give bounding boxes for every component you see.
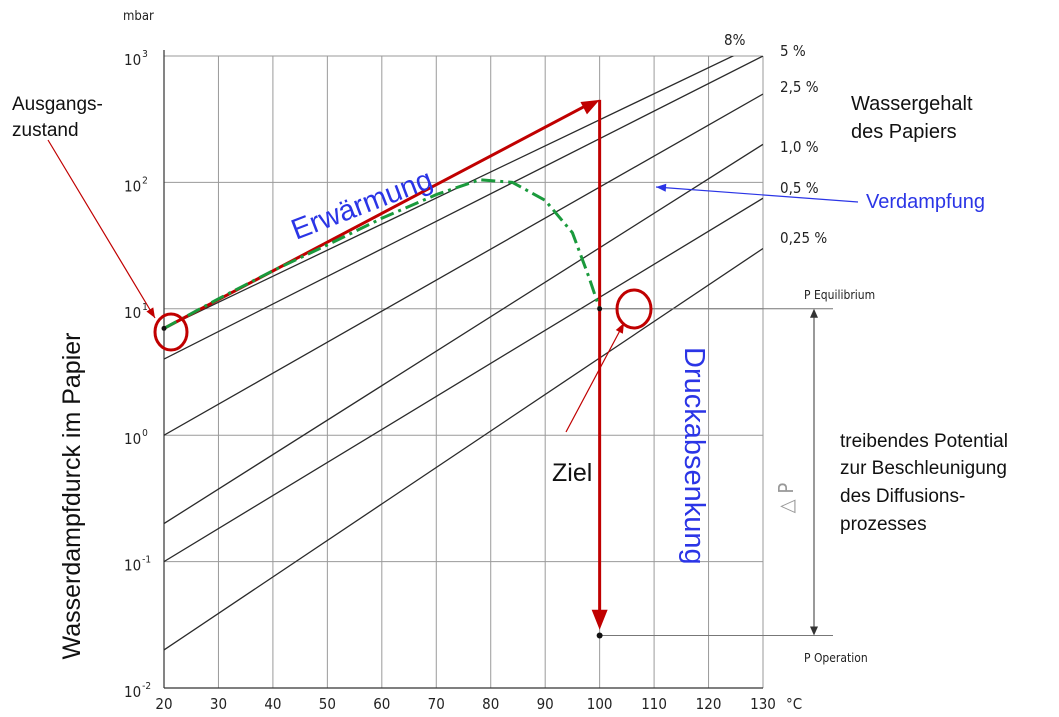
series-line (164, 197, 763, 563)
series-label: 1,0 % (780, 138, 819, 156)
tick-labels: 20 30 40 50 60 70 80 90 100 110 120 130 10-2 10-1 100 1… (124, 49, 776, 713)
series-clip (164, 56, 763, 651)
x-tick-label: 30 (210, 695, 227, 713)
y-tick-label: 102 (124, 175, 148, 195)
x-tick-label: 100 (587, 695, 613, 713)
x-unit-label: °C (786, 695, 802, 713)
x-tick-label: 60 (373, 695, 390, 713)
potential-label-4: prozesses (840, 514, 927, 535)
y-tick-label: 10-1 (124, 555, 151, 575)
series-label: 8% (724, 31, 746, 49)
operation-point (596, 632, 603, 639)
p-equilibrium-label: P Equilibrium (804, 288, 875, 302)
wassergehalt-label-1: Wassergehalt (851, 93, 973, 115)
grid (163, 50, 764, 689)
y-unit-label: mbar (123, 9, 154, 24)
delta-p-label: △ P (774, 483, 798, 514)
potential-label-3: des Diffusions- (840, 486, 965, 507)
heating-arrow (163, 104, 587, 330)
series-line (164, 247, 763, 651)
ausgangszustand-arrow (47, 139, 156, 319)
y-tick-label: 10-2 (124, 681, 151, 701)
target-point (597, 306, 603, 312)
series-line (164, 56, 763, 360)
verdampfung-arrow (655, 186, 859, 203)
x-tick-label: 40 (264, 695, 281, 713)
pressure-drop-arrowhead (591, 609, 608, 630)
delta-p-arrowhead-bottom (810, 626, 818, 636)
heating-arrowhead (580, 99, 600, 115)
y-tick-label: 101 (124, 302, 148, 322)
start-circle (153, 312, 189, 352)
verdampfung-label: Verdampfung (866, 191, 985, 213)
x-tick-label: 70 (428, 695, 445, 713)
ausgangszustand-label-2: zustand (12, 120, 79, 141)
x-tick-label: 90 (537, 695, 554, 713)
series-line (164, 93, 763, 436)
ziel-label: Ziel (552, 459, 592, 487)
potential-label-2: zur Beschleunigung (840, 458, 1007, 479)
series-label: 5 % (780, 42, 806, 60)
x-tick-label: 20 (155, 695, 172, 713)
x-tick-label: 80 (482, 695, 499, 713)
potential-label-1: treibendes Potential (840, 431, 1008, 452)
series-line (164, 143, 763, 525)
verdampfung-arrow-head (656, 183, 667, 192)
delta-p-arrowhead-top (810, 308, 818, 318)
x-tick-label: 110 (641, 695, 667, 713)
druckabsenkung-label: Druckabsenkung (678, 347, 710, 565)
p-operation-label: P Operation (804, 651, 868, 665)
wassergehalt-label-2: des Papiers (851, 121, 957, 143)
series-label: 0,5 % (780, 179, 819, 197)
series-label: 0,25 % (780, 229, 827, 247)
x-tick-label: 130 (750, 695, 776, 713)
ziel-arrow (565, 322, 625, 433)
y-axis-title: Wasserdampfdurck im Papier (58, 333, 86, 660)
start-point (161, 325, 167, 331)
target-circle (615, 288, 653, 330)
y-tick-label: 100 (124, 428, 148, 448)
annotations (47, 99, 859, 639)
series-lines: 8% 5 % 2,5 % 1,0 % 0,5 % 0,25 % (164, 31, 827, 651)
x-tick-label: 50 (319, 695, 336, 713)
y-tick-label: 103 (124, 49, 148, 69)
ausgangszustand-arrow-head (146, 307, 155, 318)
process-path (163, 178, 602, 330)
ausgangszustand-label-1: Ausgangs- (12, 94, 103, 115)
series-label: 2,5 % (780, 78, 819, 96)
x-tick-label: 120 (696, 695, 722, 713)
ziel-arrow-head (615, 323, 624, 334)
